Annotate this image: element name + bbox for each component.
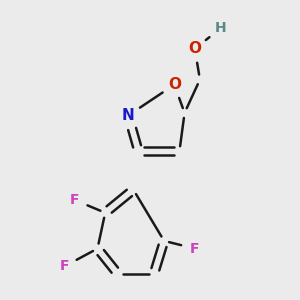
Text: N: N [122, 108, 135, 123]
Text: H: H [214, 21, 226, 35]
Text: F: F [59, 260, 69, 274]
Text: O: O [188, 41, 201, 56]
Text: O: O [168, 77, 181, 92]
Text: F: F [190, 242, 200, 256]
Text: F: F [70, 193, 79, 207]
